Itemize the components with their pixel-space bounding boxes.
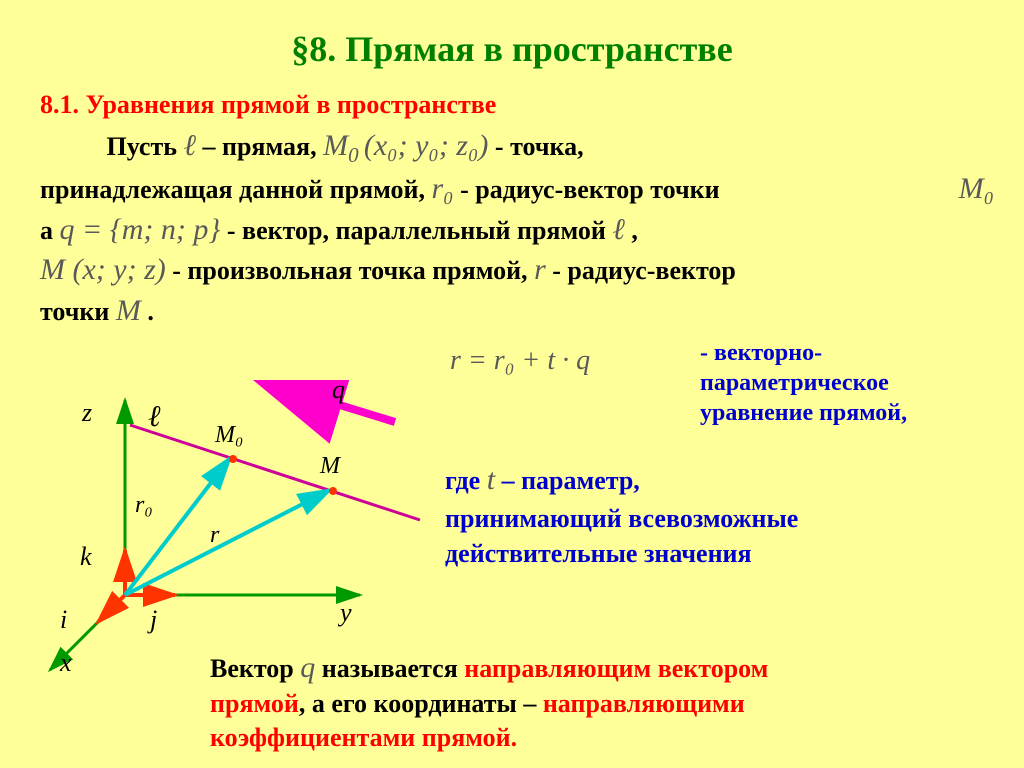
- sym-m0-right: M₀: [959, 169, 994, 210]
- text-radius-m0: - радиус-вектор точки: [460, 175, 726, 204]
- label-r: r: [210, 522, 219, 549]
- sym-m0: M0 (x₀; y₀; z₀): [323, 129, 488, 162]
- sym-m: M: [116, 294, 141, 327]
- section-subtitle: 8.1. Уравнения прямой в пространстве: [40, 90, 1024, 120]
- label-x: x: [60, 648, 72, 678]
- text-vec-par: - вектор, параллельный прямой: [227, 216, 612, 245]
- equation: r = r₀ + t · q: [450, 345, 590, 377]
- sym-q-eq: q = {m; n; p}: [60, 213, 221, 246]
- text-a: а: [40, 216, 60, 245]
- label-y: y: [340, 598, 352, 628]
- label-j: j: [150, 605, 157, 635]
- text-comma: ,: [631, 216, 638, 245]
- label-m: M: [320, 453, 340, 480]
- label-ell: ℓ: [148, 400, 161, 434]
- label-k: k: [80, 542, 92, 572]
- sym-r: r: [534, 253, 546, 286]
- text-pust: Пусть: [107, 132, 177, 161]
- text-tochki-m: точки: [40, 297, 116, 326]
- label-i: i: [60, 605, 67, 635]
- page-title: §8. Прямая в пространстве: [0, 0, 1024, 70]
- text-pryamaya: – прямая,: [202, 132, 323, 161]
- text-prinad: принадлежащая данной прямой,: [40, 175, 432, 204]
- text-dot: .: [147, 297, 154, 326]
- label-m0: M₀: [215, 422, 243, 449]
- equation-explanation: - векторно- параметрическое уравнение пр…: [700, 338, 1000, 428]
- sym-ell: ℓ: [183, 129, 196, 162]
- text-radius-m: - радиус-вектор: [552, 256, 736, 285]
- sym-r0: r₀: [432, 172, 454, 205]
- sym-ell2: ℓ: [612, 213, 625, 246]
- text-proizv: - произвольная точка прямой,: [172, 256, 534, 285]
- sym-mxyz: M (x; y; z): [40, 253, 166, 286]
- body-paragraph: Пусть ℓ – прямая, M0 (x₀; y₀; z₀) - точк…: [40, 126, 984, 331]
- diagram: z x y i j k ℓ q M₀ M r₀ r: [30, 380, 450, 690]
- label-r0: r₀: [135, 492, 153, 519]
- text-tochka: - точка,: [495, 132, 584, 161]
- label-z: z: [82, 398, 92, 428]
- label-q: q: [332, 375, 345, 405]
- where-block: где t – параметр, принимающий всевозможн…: [445, 460, 995, 571]
